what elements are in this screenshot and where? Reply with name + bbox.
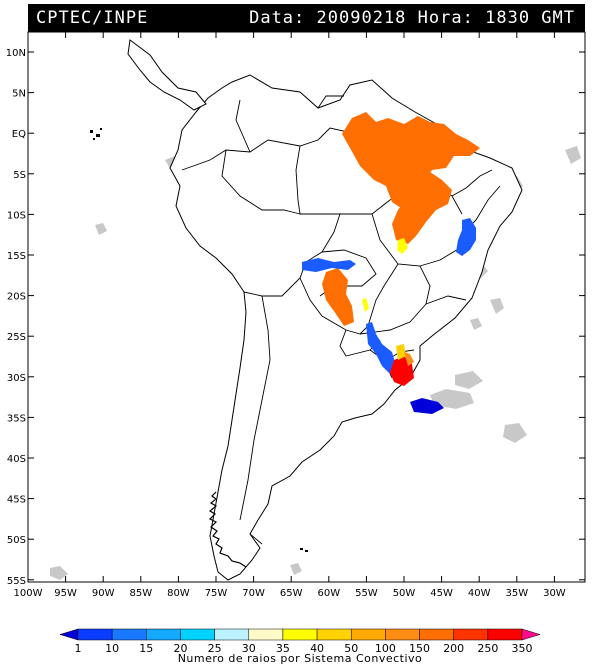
- lat-label: 5S: [13, 170, 26, 181]
- system-north-brazil: [342, 112, 480, 210]
- colorbar-swatch: [180, 628, 215, 641]
- colorbar-tick-label: 150: [409, 642, 430, 655]
- colorbar-tick-label: 25: [208, 642, 222, 655]
- lat-label: 10N: [6, 48, 26, 59]
- lon-label: 85W: [129, 588, 152, 599]
- lon-label: 35W: [505, 588, 528, 599]
- axis-tick-labels: 10N 5N EQ 5S 10S 15S 20S 25S 30S 35S 40S 45S 50S 55S1…: [6, 48, 566, 599]
- colorbar-tick-label: 20: [173, 642, 187, 655]
- lat-label: 45S: [7, 495, 26, 506]
- title-bar: CPTEC/INPE Data: 20090218 Hora: 1830 GMT: [28, 4, 585, 32]
- colorbar-arrow-right: [521, 628, 541, 641]
- lon-label: 55W: [355, 588, 378, 599]
- colorbar-swatch: [214, 628, 250, 641]
- lat-label: 15S: [7, 251, 26, 262]
- lat-label: 25S: [7, 332, 26, 343]
- axis-ticks: [27, 32, 585, 582]
- date-value: 20090218: [316, 8, 407, 28]
- colorbar-swatch: [419, 628, 454, 641]
- lon-label: 45W: [430, 588, 453, 599]
- colorbar-tick-label: 200: [443, 642, 464, 655]
- colorbar-swatch: [248, 628, 284, 641]
- colorbar-tick-label: 30: [242, 642, 256, 655]
- lon-label: 80W: [167, 588, 190, 599]
- colorbar-swatch: [487, 628, 523, 641]
- colorbar-arrow-left: [59, 628, 79, 641]
- colorbar-tick-label: 1: [75, 642, 82, 655]
- lat-label: 5N: [12, 89, 26, 100]
- lat-label: 50S: [7, 535, 26, 546]
- system-bahia-blue: [456, 218, 476, 256]
- colorbar-swatch: [282, 628, 318, 641]
- lon-label: 75W: [205, 588, 228, 599]
- convective-systems: [302, 112, 480, 414]
- system-bahia-goias: [392, 172, 452, 244]
- colorbar-swatch: [453, 628, 489, 641]
- timestamp: Data: 20090218 Hora: 1830 GMT: [249, 8, 575, 28]
- lon-label: 65W: [280, 588, 303, 599]
- lat-label: 35S: [7, 413, 26, 424]
- system-ms-yellow: [362, 298, 369, 312]
- lon-label: 90W: [92, 588, 115, 599]
- central-america-outline: [127, 39, 207, 111]
- colorbar-swatch: [385, 628, 420, 641]
- lon-label: 40W: [468, 588, 491, 599]
- falkland-islands: [300, 548, 308, 552]
- lat-label: 40S: [7, 454, 26, 465]
- lat-label: EQ: [12, 129, 26, 140]
- colorbar-swatch: [77, 628, 113, 641]
- lat-label: 20S: [7, 292, 26, 303]
- lon-label: 30W: [543, 588, 566, 599]
- time-label: Hora:: [417, 8, 474, 28]
- lon-label: 100W: [14, 588, 43, 599]
- lat-label: 10S: [7, 210, 26, 221]
- colorbar-tick-label: 50: [344, 642, 358, 655]
- system-atlantic-blue: [410, 398, 444, 414]
- galapagos-islands: [90, 128, 102, 140]
- colorbar-swatch: [316, 628, 352, 641]
- colorbar-tick-label: 250: [477, 642, 498, 655]
- colorbar-swatch: [146, 628, 181, 641]
- lon-label: 50W: [393, 588, 416, 599]
- colorbar-swatch: [111, 628, 147, 641]
- lon-label: 60W: [317, 588, 340, 599]
- system-goias-yellow: [397, 238, 408, 254]
- colorbar-tick-label: 15: [139, 642, 153, 655]
- system-mt-blue: [302, 258, 356, 272]
- colorbar-swatch: [350, 628, 386, 641]
- lon-label: 70W: [242, 588, 265, 599]
- colorbar-title: Numero de raios por Sistema Convectivo: [177, 652, 423, 665]
- lon-label: 95W: [54, 588, 77, 599]
- source-label: CPTEC/INPE: [36, 8, 149, 28]
- system-rs-orange: [404, 352, 414, 366]
- colorbar-tick-label: 35: [276, 642, 290, 655]
- time-value: 1830 GMT: [485, 8, 575, 28]
- lat-label: 55S: [7, 576, 26, 587]
- system-parana-blue: [366, 322, 396, 374]
- system-mato-grosso-sul: [322, 268, 354, 326]
- chile-coast-fjords: [208, 491, 247, 568]
- lat-label: 30S: [7, 373, 26, 384]
- colorbar-tick-label: 40: [310, 642, 324, 655]
- system-rs-yellow: [396, 344, 406, 360]
- colorbar-tick-label: 350: [512, 642, 533, 655]
- date-label: Data:: [249, 8, 306, 28]
- colorbar-tick-label: 100: [375, 642, 396, 655]
- colorbar: 1 10 15 20 25 30 35 40 50 100 150 200 250 350: [59, 628, 541, 655]
- colorbar-tick-label: 10: [105, 642, 119, 655]
